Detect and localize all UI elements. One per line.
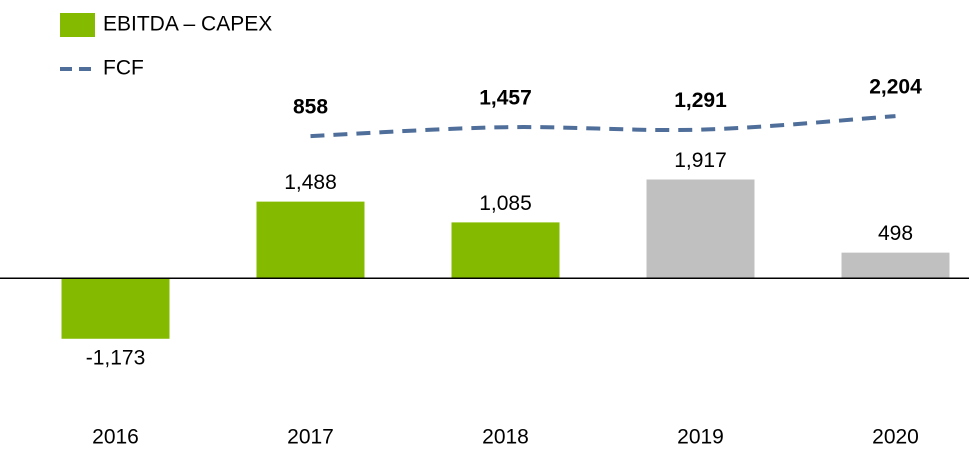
bar-value-label: 1,085 — [479, 192, 532, 215]
bar — [451, 222, 560, 279]
bar — [841, 252, 950, 279]
legend-label: FCF — [103, 57, 144, 80]
legend-swatch — [60, 13, 95, 37]
bar — [256, 201, 365, 279]
bar-value-label: 498 — [878, 222, 913, 245]
line-value-label: 858 — [293, 96, 328, 119]
legend-label: EBITDA – CAPEX — [103, 13, 272, 36]
bar — [61, 278, 170, 339]
x-tick-label: 2020 — [872, 426, 919, 449]
fcf-line — [310, 114, 896, 139]
line-value-label: 1,291 — [674, 89, 727, 112]
x-tick-label: 2018 — [482, 426, 529, 449]
bar-value-label: 1,917 — [674, 149, 727, 172]
x-tick-label: 2017 — [287, 426, 334, 449]
line-value-label: 2,204 — [869, 76, 922, 99]
bar — [646, 179, 755, 279]
x-tick-label: 2019 — [677, 426, 724, 449]
line-value-label: 1,457 — [479, 87, 532, 110]
x-tick-label: 2016 — [92, 426, 139, 449]
bar-value-label: -1,173 — [86, 346, 146, 369]
bar-value-label: 1,488 — [284, 171, 337, 194]
